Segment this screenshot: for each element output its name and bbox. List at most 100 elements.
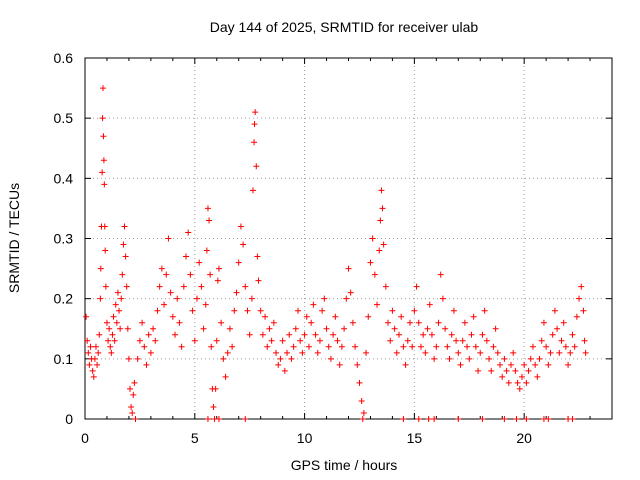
data-point-plus: [396, 331, 403, 338]
data-point-plus: [235, 259, 242, 266]
data-point-plus: [483, 337, 490, 344]
data-point-plus: [486, 355, 493, 362]
data-point-plus: [534, 373, 541, 380]
data-point-plus: [444, 343, 451, 350]
data-point-plus: [103, 319, 110, 326]
data-point-plus: [110, 313, 117, 320]
data-point-plus: [158, 265, 165, 272]
data-point-plus: [518, 373, 525, 380]
data-point-plus: [425, 416, 432, 422]
x-tick-label: 10: [297, 430, 313, 446]
data-point-plus: [420, 331, 427, 338]
data-point-plus: [525, 367, 532, 374]
y-tick-label: 0.6: [54, 50, 74, 66]
data-point-plus: [379, 205, 386, 212]
data-point-plus: [562, 343, 569, 350]
data-point-plus: [547, 349, 554, 356]
data-point-plus: [543, 343, 550, 350]
data-point-plus: [406, 319, 413, 326]
data-point-plus: [431, 355, 438, 362]
data-point-plus: [270, 319, 277, 326]
data-point-plus: [242, 416, 249, 422]
data-point-plus: [308, 319, 315, 326]
data-point-plus: [152, 337, 159, 344]
data-point-plus: [281, 367, 288, 374]
data-point-plus: [99, 169, 106, 176]
data-point-plus: [109, 331, 116, 338]
data-point-plus: [196, 259, 203, 266]
data-point-plus: [334, 337, 341, 344]
data-point-plus: [479, 416, 486, 422]
grid-lines: [85, 58, 612, 419]
data-point-plus: [226, 325, 233, 332]
data-point-plus: [377, 217, 384, 224]
y-tick-label: 0.2: [54, 291, 74, 307]
data-point-plus: [251, 121, 258, 128]
data-point-plus: [277, 355, 284, 362]
data-point-plus: [244, 307, 251, 314]
data-point-plus: [527, 355, 534, 362]
data-point-plus: [540, 319, 547, 326]
data-point-plus: [143, 361, 150, 368]
data-point-plus: [516, 385, 523, 392]
data-point-plus: [565, 361, 572, 368]
data-point-plus: [233, 289, 240, 296]
data-point-plus: [86, 361, 93, 368]
data-point-plus: [554, 325, 561, 332]
data-point-plus: [297, 337, 304, 344]
data-point-plus: [268, 337, 275, 344]
data-point-plus: [169, 313, 176, 320]
data-point-plus: [84, 337, 91, 344]
data-point-plus: [545, 416, 552, 422]
data-point-plus: [369, 235, 376, 242]
data-point-plus: [319, 307, 326, 314]
data-point-plus: [415, 416, 422, 422]
data-point-plus: [141, 343, 148, 350]
data-point-plus: [130, 391, 137, 398]
data-point-plus: [582, 349, 589, 356]
data-point-plus: [89, 367, 96, 374]
y-tick-label: 0: [65, 411, 73, 427]
data-point-plus: [581, 337, 588, 344]
data-point-plus: [259, 331, 266, 338]
data-point-plus: [499, 373, 506, 380]
data-point-plus: [569, 331, 576, 338]
data-point-plus: [404, 337, 411, 344]
data-point-plus: [501, 416, 508, 422]
data-point-plus: [163, 271, 170, 278]
data-point-plus: [402, 361, 409, 368]
data-point-plus: [264, 343, 271, 350]
data-point-plus: [290, 343, 297, 350]
data-point-plus: [426, 301, 433, 308]
data-point-plus: [356, 379, 363, 386]
data-point-plus: [435, 319, 442, 326]
data-point-plus: [349, 319, 356, 326]
data-point-plus: [448, 331, 455, 338]
data-point-plus: [560, 319, 567, 326]
data-point-plus: [136, 337, 143, 344]
data-point-plus: [389, 307, 396, 314]
chart-title: Day 144 of 2025, SRMTID for receiver ula…: [210, 19, 479, 35]
data-point-plus: [273, 349, 280, 356]
data-point-plus: [215, 265, 222, 272]
data-point-plus: [378, 187, 385, 194]
data-point-plus: [139, 319, 146, 326]
data-point-plus: [161, 301, 168, 308]
data-point-plus: [305, 343, 312, 350]
data-point-plus: [275, 361, 282, 368]
data-point-plus: [512, 367, 519, 374]
data-point-plus: [167, 289, 174, 296]
data-point-plus: [415, 319, 422, 326]
data-point-plus: [203, 247, 210, 254]
data-point-plus: [145, 331, 152, 338]
data-point-plus: [492, 325, 499, 332]
data-point-plus: [510, 349, 517, 356]
data-point-plus: [327, 355, 334, 362]
data-point-plus: [97, 295, 104, 302]
data-point-plus: [461, 319, 468, 326]
data-point-plus: [101, 223, 108, 230]
data-point-plus: [558, 337, 565, 344]
data-point-plus: [101, 181, 108, 188]
data-point-plus: [105, 337, 112, 344]
data-point-plus: [529, 343, 536, 350]
